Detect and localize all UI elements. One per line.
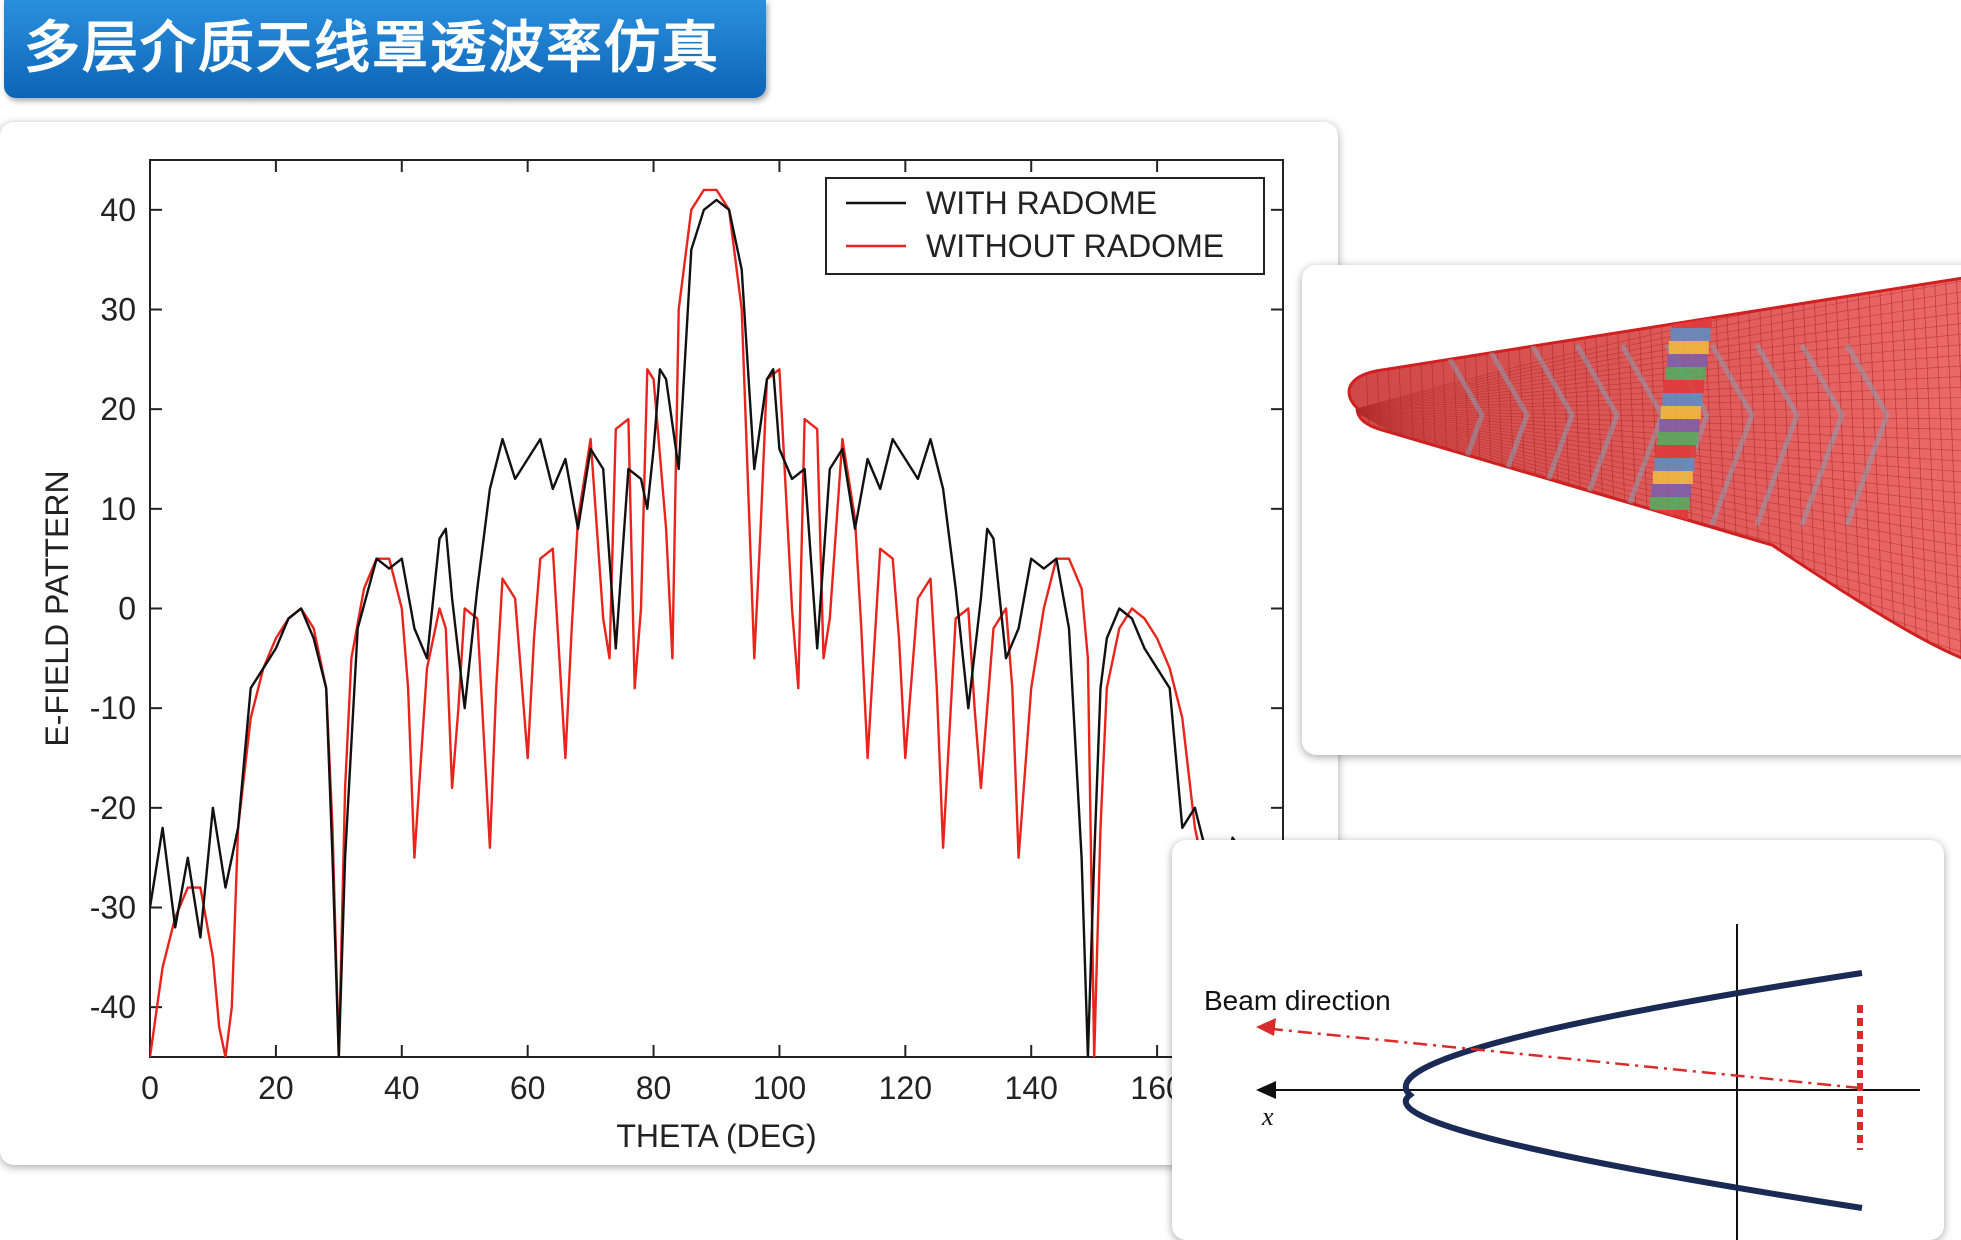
y-tick-label: 30 — [100, 292, 136, 328]
legend-box — [825, 177, 1265, 275]
legend-label: WITH RADOME — [926, 185, 1157, 221]
y-tick-label: -10 — [90, 690, 136, 726]
y-tick-label: 0 — [118, 591, 136, 627]
x-tick-label: 80 — [636, 1070, 672, 1106]
beam-direction-line — [1261, 1026, 1861, 1090]
x-tick-label: 100 — [753, 1070, 806, 1106]
beam-direction-diagram: Beam direction x — [1204, 924, 1920, 1240]
y-tick-label: -30 — [90, 890, 136, 926]
x-tick-label: 40 — [384, 1070, 420, 1106]
y-tick-label: 10 — [100, 491, 136, 527]
series-line-without-radome — [150, 188, 1283, 1057]
x-tick-label: 60 — [510, 1070, 546, 1106]
legend-label: WITHOUT RADOME — [926, 228, 1224, 264]
chart-panel: 0 20 40 60 80 100 120 140 160 40 30 20 10 0 -10 -20 -30-… — [0, 122, 1338, 1165]
y-tick-label: -20 — [90, 790, 136, 826]
y-axis-label: E-FIELD PATTERN — [39, 470, 75, 746]
y-tick-label: 40 — [100, 192, 136, 228]
beam-direction-label: Beam direction — [1204, 985, 1391, 1016]
radome-mesh-panel — [1302, 265, 1961, 755]
page-title: 多层介质天线罩透波率仿真 — [4, 0, 766, 98]
x-axis-label: THETA (DEG) — [616, 1118, 816, 1154]
series-line-with-radome — [150, 198, 1283, 1057]
x-axis-label: x — [1261, 1102, 1274, 1131]
e-field-pattern-chart: 0 20 40 60 80 100 120 140 160403020100-10-20-30-… — [39, 159, 1284, 1154]
y-tick-label: 20 — [100, 391, 136, 427]
y-tick-label: -40 — [90, 989, 136, 1025]
beam-arrow — [1256, 1018, 1276, 1036]
radome-cone-mesh-image — [1347, 275, 1961, 665]
x-tick-label: 20 — [258, 1070, 294, 1106]
plot-frame — [149, 159, 1284, 1058]
x-axis-arrow — [1256, 1081, 1276, 1099]
beam-direction-panel: Beam direction x — [1172, 840, 1944, 1240]
x-tick-label: 0 — [141, 1070, 159, 1106]
series-group — [150, 188, 1283, 1057]
x-tick-label: 140 — [1005, 1070, 1058, 1106]
x-tick-label: 120 — [879, 1070, 932, 1106]
radome-profile-curve — [1402, 970, 1863, 1211]
